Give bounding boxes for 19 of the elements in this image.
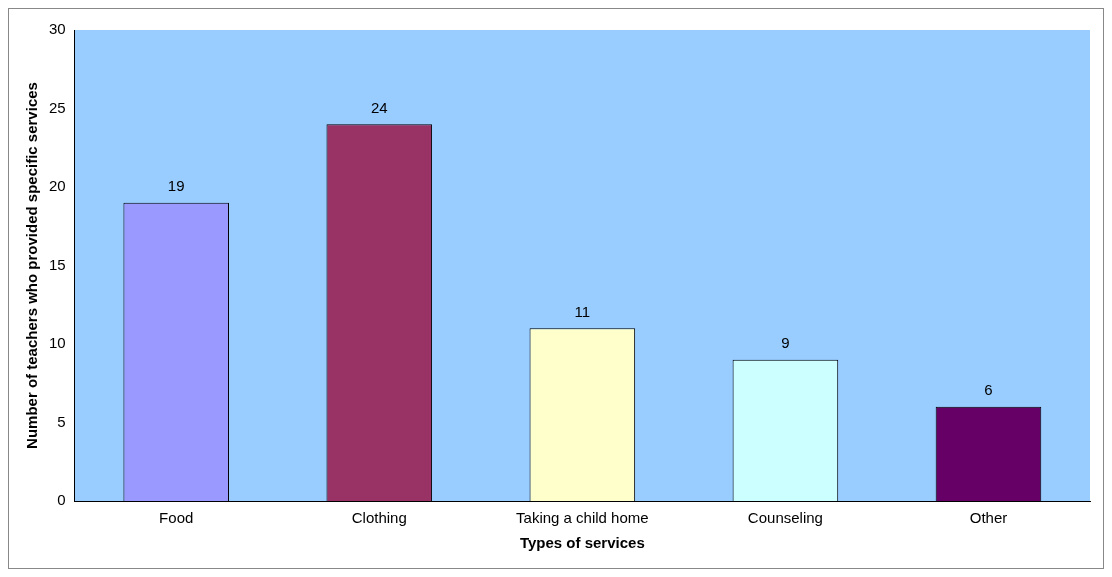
x-axis-title: Types of services [519,534,645,552]
x-tick-label: Taking a child home [516,509,649,527]
data-label: 9 [781,334,790,352]
x-tick-label: Other [969,509,1008,527]
y-tick-label: 30 [49,20,66,38]
y-tick-label: 10 [49,334,66,352]
y-tick-label: 5 [57,412,66,430]
y-tick-label: 15 [49,255,66,273]
data-label: 19 [167,177,185,195]
y-tick-label: 0 [57,491,66,509]
y-tick-label: 20 [49,177,66,195]
data-label: 6 [984,381,993,399]
data-label: 24 [370,98,388,116]
data-label: 11 [574,302,591,320]
y-tick-label: 25 [49,98,66,116]
x-tick-label: Clothing [351,509,407,527]
x-tick-label: Food [159,509,194,527]
y-axis-title: Number of teachers who provided specific services [23,82,41,449]
x-tick-label: Counseling [747,509,823,527]
